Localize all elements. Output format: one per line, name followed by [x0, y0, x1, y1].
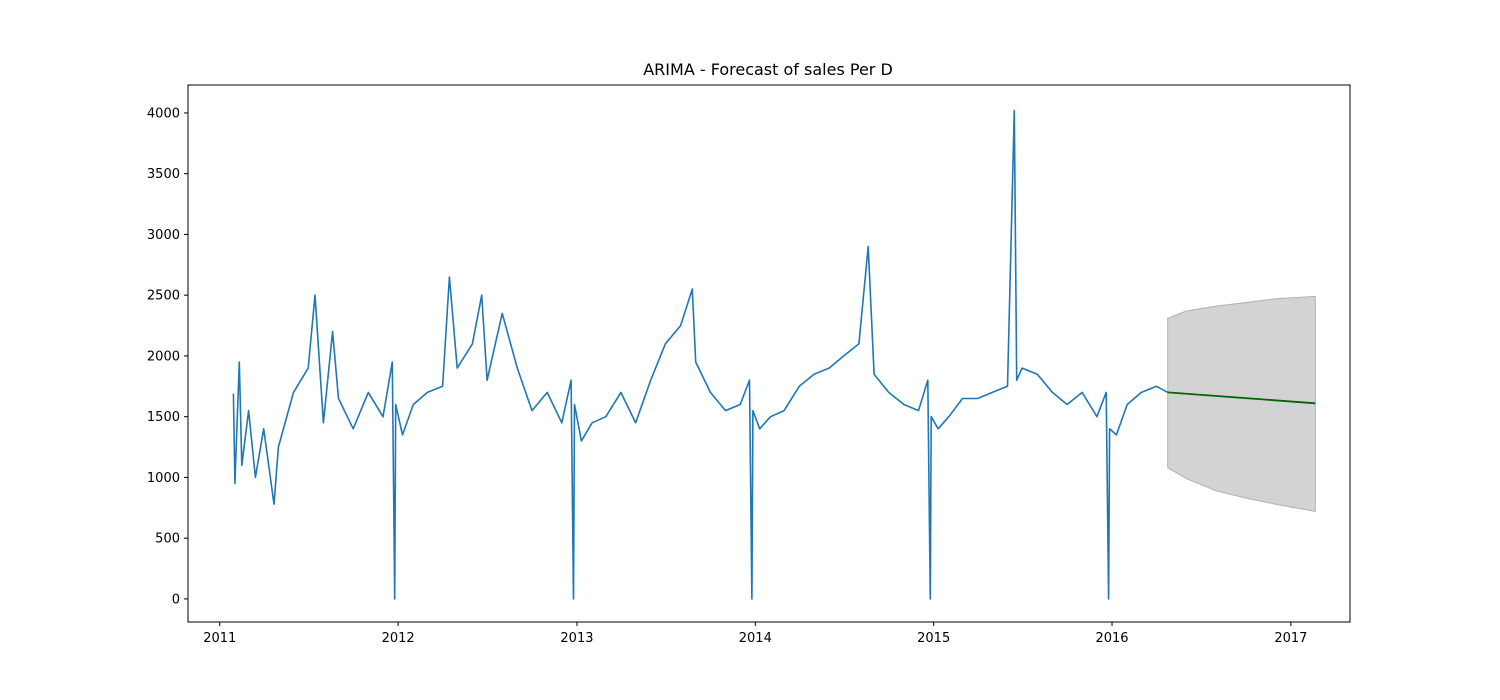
plot-frame: [187, 84, 1351, 623]
y-axis: 0 500 1000 1500 2000 2500 3000 3500 4000: [147, 106, 188, 607]
y-tick-label: 500: [155, 532, 180, 547]
confidence-band: [1167, 295, 1316, 512]
observed-sales-line: [232, 109, 1169, 600]
x-tick-label: 2014: [739, 631, 772, 646]
x-tick-label: 2012: [382, 631, 415, 646]
y-tick-label: 0: [172, 592, 180, 607]
confidence-band-layer: [1167, 295, 1316, 512]
y-tick-label: 2500: [147, 289, 180, 304]
x-tick-label: 2011: [203, 631, 236, 646]
y-tick-label: 3500: [147, 167, 180, 182]
y-tick-label: 1000: [147, 471, 180, 486]
y-tick-label: 2000: [147, 349, 180, 364]
chart-title: ARIMA - Forecast of sales Per D: [643, 60, 893, 79]
x-tick-label: 2013: [560, 631, 593, 646]
observed-series-layer: [232, 109, 1169, 600]
forecast-line: [1167, 391, 1316, 405]
x-tick-label: 2016: [1095, 631, 1128, 646]
y-tick-label: 1500: [147, 410, 180, 425]
y-tick-label: 3000: [147, 228, 180, 243]
forecast-series-layer: [1167, 391, 1316, 405]
x-tick-label: 2017: [1274, 631, 1307, 646]
x-tick-label: 2015: [917, 631, 950, 646]
y-tick-label: 4000: [147, 106, 180, 121]
x-axis: 2011 2012 2013 2014 2015 2016 2017: [203, 622, 1307, 646]
